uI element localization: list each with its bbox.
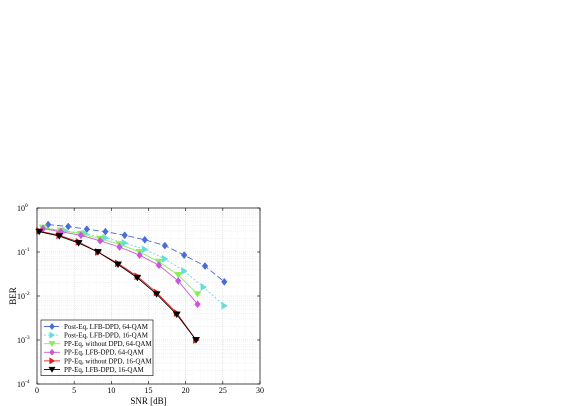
data-point-diamond bbox=[141, 235, 148, 244]
data-point-diamond bbox=[194, 300, 201, 309]
data-point-diamond bbox=[121, 231, 128, 240]
x-tick-label: 20 bbox=[182, 386, 190, 395]
data-point-triangle-down bbox=[35, 228, 44, 236]
legend-entry: PP-Eq, without DPD, 16-QAM bbox=[44, 357, 152, 365]
data-point-diamond bbox=[65, 222, 72, 231]
legend-label: Post-Eq, LFB-DPD, 64-QAM bbox=[64, 323, 149, 331]
y-tick-base: 10 bbox=[17, 292, 25, 301]
legend-label: Post-Eq, LFB-DPD, 16-QAM bbox=[64, 332, 149, 340]
x-tick-label: 10 bbox=[107, 386, 115, 395]
data-point-triangle-right bbox=[200, 283, 208, 291]
data-point-triangle-right bbox=[161, 254, 169, 263]
y-tick-label: 10 -4 bbox=[17, 379, 30, 389]
y-tick-label: 10 -2 bbox=[17, 291, 30, 301]
data-point-triangle-down bbox=[152, 291, 161, 298]
y-tick-base: 10 bbox=[17, 204, 25, 213]
data-point-triangle-down bbox=[74, 240, 83, 247]
data-point-diamond bbox=[49, 348, 55, 356]
legend-box bbox=[40, 319, 154, 376]
y-tick-exponent: -1 bbox=[25, 247, 30, 253]
y-tick-base: 10 bbox=[17, 248, 25, 257]
y-tick-base: 10 bbox=[17, 336, 25, 345]
data-point-diamond bbox=[116, 243, 123, 251]
data-point-triangle-down bbox=[48, 366, 56, 373]
y-tick-exponent: -3 bbox=[25, 335, 30, 341]
x-axis-label: SNR [dB] bbox=[130, 396, 166, 406]
data-point-triangle-down bbox=[172, 311, 181, 319]
y-tick-exponent: -4 bbox=[25, 379, 30, 385]
legend-entry: PP-Eq, LFB-DPD, 64-QAM bbox=[44, 349, 145, 357]
x-tick-label: 25 bbox=[219, 386, 227, 395]
data-point-diamond bbox=[175, 277, 182, 285]
data-point-diamond bbox=[221, 277, 228, 286]
data-point-triangle-down bbox=[55, 233, 64, 240]
series-4 bbox=[39, 224, 201, 309]
data-point-triangle-down bbox=[192, 337, 201, 344]
x-tick-label: 5 bbox=[72, 386, 76, 395]
legend-label: PP-Eq, LFB-DPD, 64-QAM bbox=[64, 349, 145, 357]
legend-entry: PP-Eq, without DPD, 64-QAM bbox=[44, 340, 152, 348]
data-point-triangle-right bbox=[49, 357, 56, 365]
y-tick-exponent: -2 bbox=[25, 291, 30, 297]
y-tick-label: 10 0 bbox=[17, 203, 28, 213]
x-tick-label: 30 bbox=[256, 386, 264, 395]
legend-label: PP-Eq, without DPD, 64-QAM bbox=[64, 340, 152, 348]
legend-label: PP-Eq, without DPD, 16-QAM bbox=[64, 357, 152, 365]
data-point-triangle-right bbox=[221, 301, 228, 310]
data-point-diamond bbox=[161, 241, 168, 250]
series-line bbox=[48, 224, 225, 283]
y-tick-exponent: 0 bbox=[25, 203, 28, 209]
x-tick-label: 0 bbox=[35, 386, 39, 395]
data-point-triangle-down bbox=[114, 261, 122, 269]
legend-entry: PP-Eq, LFB-DPD, 16-QAM bbox=[44, 366, 145, 374]
legend-entry: Post-Eq, LFB-DPD, 64-QAM bbox=[44, 323, 149, 331]
data-point-diamond bbox=[201, 262, 209, 270]
y-tick-base: 10 bbox=[17, 380, 25, 389]
series-line bbox=[44, 228, 225, 307]
data-point-triangle-right bbox=[49, 331, 56, 339]
data-point-diamond bbox=[136, 251, 143, 260]
data-point-diamond bbox=[97, 236, 104, 245]
series-6 bbox=[35, 228, 201, 344]
data-point-triangle-down bbox=[174, 272, 183, 279]
data-point-triangle-down bbox=[48, 341, 56, 347]
x-tick-label: 15 bbox=[145, 386, 153, 395]
series-lines bbox=[35, 220, 228, 344]
y-tick-label: 10 -1 bbox=[17, 247, 30, 257]
legend-entry: Post-Eq, LFB-DPD, 16-QAM bbox=[44, 332, 149, 340]
series-1 bbox=[45, 220, 228, 286]
data-point-triangle-down bbox=[193, 291, 202, 298]
data-point-triangle-right bbox=[181, 267, 188, 275]
legend-label: PP-Eq, LFB-DPD, 16-QAM bbox=[64, 366, 145, 374]
y-axis-label: BER bbox=[8, 287, 18, 305]
data-point-diamond bbox=[181, 251, 188, 260]
data-point-diamond bbox=[102, 227, 109, 236]
data-point-triangle-down bbox=[133, 274, 142, 282]
data-point-triangle-down bbox=[93, 249, 102, 256]
data-point-diamond bbox=[77, 231, 84, 240]
y-tick-label: 10 -3 bbox=[17, 335, 30, 345]
data-point-diamond bbox=[49, 322, 55, 331]
data-point-diamond bbox=[155, 261, 163, 270]
